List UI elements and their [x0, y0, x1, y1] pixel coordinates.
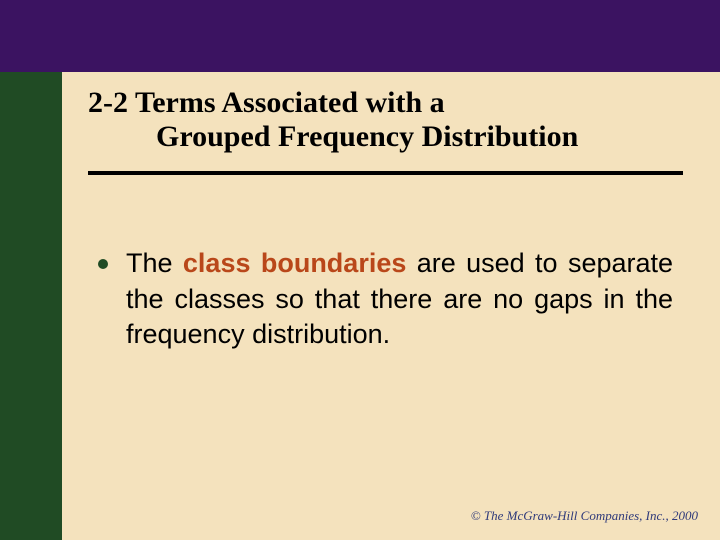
top-banner: [0, 0, 720, 72]
title-underline: [88, 171, 683, 175]
slide-title: 2-2 Terms Associated with a Grouped Freq…: [88, 86, 688, 154]
title-line-2: Grouped Frequency Distribution: [156, 120, 688, 154]
bullet-term: class boundaries: [183, 248, 406, 278]
left-sidebar-band: [0, 0, 62, 540]
copyright-text: © The McGraw-Hill Companies, Inc., 2000: [471, 508, 698, 524]
slide: 2-2 Terms Associated with a Grouped Freq…: [0, 0, 720, 540]
section-number: 2-2: [88, 86, 128, 119]
bullet-item: The class boundaries are used to separat…: [98, 246, 673, 353]
title-line-1: Terms Associated with a: [128, 86, 445, 119]
bullet-text: The class boundaries are used to separat…: [126, 246, 673, 353]
bullet-dot-icon: [98, 259, 108, 269]
bullet-pre: The: [126, 248, 183, 278]
